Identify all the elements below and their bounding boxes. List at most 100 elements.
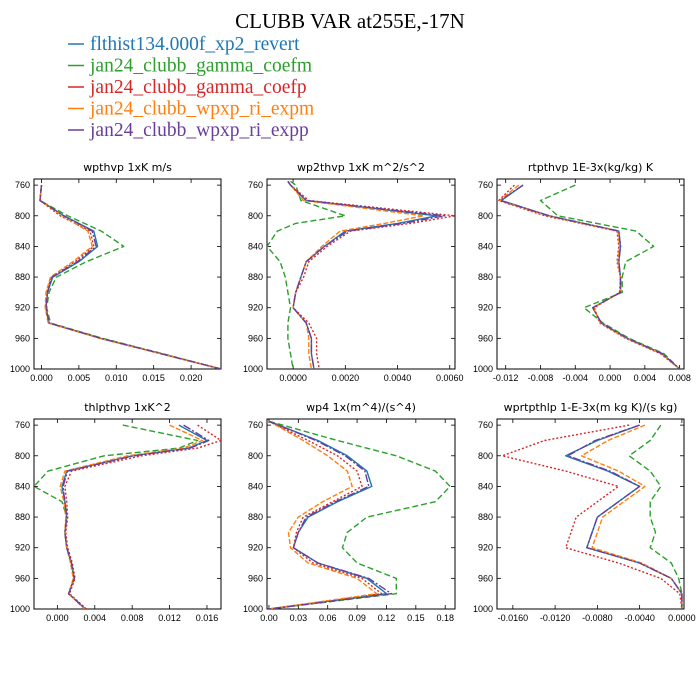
y-tick-label: 840 [478,241,493,251]
plot-frame [496,178,685,370]
panel-title: wprtpthlp 1-E-3x(m kg K)/(s kg) [504,401,678,414]
series-line [267,180,346,369]
y-tick-label: 1000 [243,364,263,374]
y-tick-label: 880 [478,272,493,282]
series-line [64,424,221,609]
legend-label: jan24_clubb_gamma_coefm [89,56,312,77]
x-tick-label: 0.00 [260,613,278,623]
x-tick-label: 0.020 [180,373,203,383]
y-tick-label: 920 [248,303,263,313]
panel-6: wprtpthlp 1-E-3x(m kg K)/(s kg) 760 800 840… [473,401,696,623]
x-tick-label: -0.0120 [540,613,571,623]
series-line [498,184,681,369]
y-tick-label: 760 [478,420,493,430]
series-line [500,184,681,369]
series-line [287,180,425,369]
panel-4: thlpthvp 1xK^2 760 800 840 880 920 960 1000 0.00… [10,401,222,623]
x-tick-label: 0.0040 [384,373,412,383]
series-line [501,424,683,609]
series-line [62,424,210,609]
x-tick-label: 0.09 [348,613,366,623]
y-tick-label: 760 [478,180,493,190]
series-line [268,420,388,609]
panel-title: wpthvp 1xK m/s [83,161,172,174]
legend-label: flthist134.000f_xp2_revert [90,34,300,55]
x-tick-label: -0.0160 [498,613,529,623]
y-tick-label: 960 [15,333,30,343]
y-tick-label: 960 [248,333,263,343]
y-tick-label: 1000 [10,604,30,614]
x-tick-label: 0.15 [407,613,425,623]
series-line [539,184,681,369]
plot-frame [266,418,456,610]
panel-1: wpthvp 1xK m/s76080084088092096010000.00… [10,161,222,383]
y-tick-label: 960 [248,573,263,583]
panel-title: wp2thvp 1xK m^2/s^2 [297,161,425,174]
y-tick-label: 760 [248,180,263,190]
x-tick-label: 0.004 [84,613,107,623]
series-line [39,185,221,369]
y-tick-label: 800 [15,211,30,221]
series-line [268,420,393,609]
plot-frame [33,178,222,370]
series-line [628,424,683,609]
panels: wpthvp 1xK m/s76080084088092096010000.00… [10,161,696,623]
panel-title: wp4 1x(m^4)/(s^4) [306,401,416,414]
y-tick-label: 880 [478,512,493,522]
series-line [287,180,438,369]
y-tick-label: 1000 [473,604,493,614]
y-tick-label: 920 [15,543,30,553]
series-line [268,420,451,609]
x-tick-label: 0.12 [378,613,396,623]
y-tick-label: 960 [15,573,30,583]
series-line [39,185,221,369]
y-tick-label: 1000 [473,364,493,374]
plot-frame [266,178,456,370]
y-tick-label: 920 [478,303,493,313]
y-tick-label: 1000 [243,604,263,614]
y-tick-label: 960 [478,333,493,343]
series-line [39,185,221,369]
x-tick-label: 0.0000 [279,373,307,383]
x-tick-label: 0.010 [105,373,128,383]
y-tick-label: 880 [248,512,263,522]
x-tick-label: 0.008 [121,613,144,623]
x-tick-label: 0.000 [599,373,622,383]
x-tick-label: 0.012 [158,613,181,623]
plot-frame [33,418,222,610]
y-tick-label: 840 [15,241,30,251]
x-tick-label: 0.06 [319,613,337,623]
y-tick-label: 840 [248,241,263,251]
legend: flthist134.000f_xp2_revertjan24_clubb_ga… [68,34,314,141]
x-tick-label: 0.015 [142,373,165,383]
y-tick-label: 880 [15,272,30,282]
y-tick-label: 760 [248,420,263,430]
y-tick-label: 800 [248,451,263,461]
series-line [61,424,208,609]
series-line [34,424,199,609]
y-tick-label: 760 [15,180,30,190]
x-tick-label: 0.000 [30,373,53,383]
y-tick-label: 800 [248,211,263,221]
y-tick-label: 760 [15,420,30,430]
x-tick-label: -0.0040 [624,613,655,623]
y-tick-label: 840 [478,481,493,491]
y-tick-label: 920 [248,543,263,553]
x-tick-label: 0.004 [634,373,657,383]
x-tick-label: 0.016 [196,613,219,623]
y-tick-label: 840 [15,481,30,491]
panel-2: wp2thvp 1xK m^2/s^2 760 800 840 880 920 960 100… [243,161,464,383]
y-tick-label: 920 [478,543,493,553]
x-tick-label: -0.012 [493,373,519,383]
y-tick-label: 920 [15,303,30,313]
x-tick-label: 0.000 [46,613,69,623]
x-tick-label: 0.005 [68,373,91,383]
series-line [498,184,681,369]
x-tick-label: 0.0000 [668,613,696,623]
panel-title: thlpthvp 1xK^2 [84,401,171,414]
series-line [39,185,221,369]
y-tick-label: 880 [15,512,30,522]
series-line [580,424,683,609]
x-tick-label: 0.0020 [332,373,360,383]
